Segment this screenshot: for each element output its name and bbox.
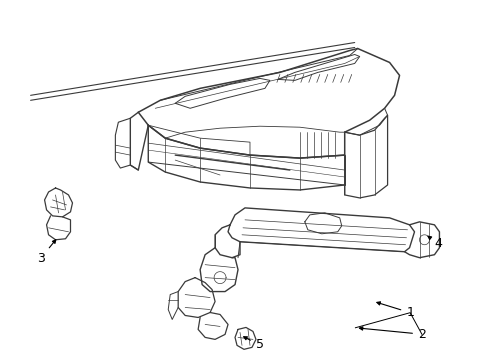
Text: 5: 5: [244, 337, 264, 351]
Text: 2: 2: [360, 327, 426, 341]
Text: 4: 4: [428, 236, 442, 250]
Text: 3: 3: [37, 240, 56, 265]
Text: 1: 1: [377, 302, 414, 319]
